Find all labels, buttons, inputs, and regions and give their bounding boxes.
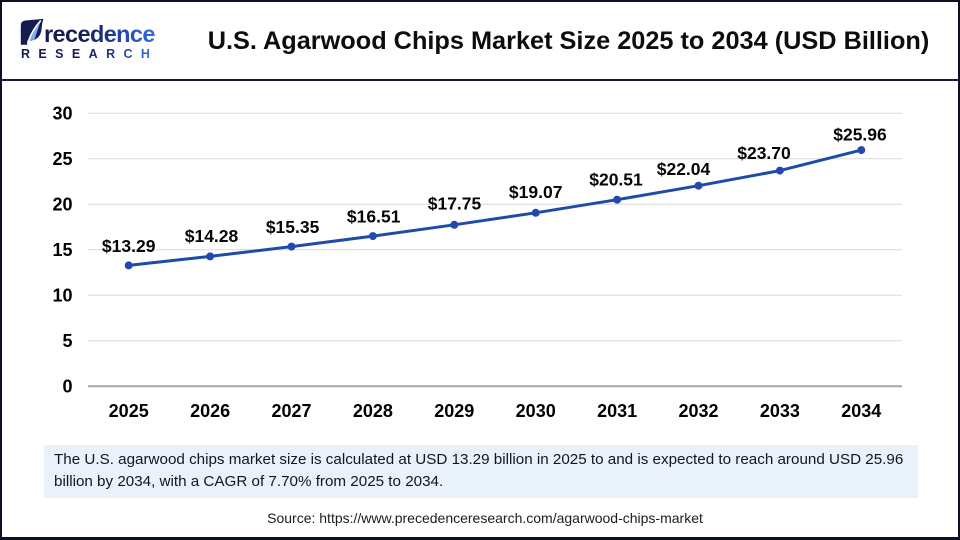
svg-text:0: 0 [62,377,72,397]
svg-text:2027: 2027 [271,401,311,421]
svg-text:2028: 2028 [353,401,393,421]
svg-text:$16.51: $16.51 [347,207,401,227]
svg-text:$17.75: $17.75 [428,194,482,214]
svg-text:5: 5 [62,331,72,351]
svg-text:20: 20 [52,195,72,215]
svg-text:2029: 2029 [434,401,474,421]
svg-text:$20.51: $20.51 [589,170,643,190]
svg-text:2031: 2031 [597,401,637,421]
svg-text:$22.04: $22.04 [657,159,711,179]
svg-text:2034: 2034 [841,401,881,421]
svg-text:$15.35: $15.35 [266,217,320,237]
svg-text:$23.70: $23.70 [737,143,791,163]
svg-text:$13.29: $13.29 [102,236,156,256]
svg-text:$19.07: $19.07 [509,182,563,202]
svg-text:2030: 2030 [516,401,556,421]
svg-text:15: 15 [52,240,72,260]
svg-text:10: 10 [52,286,72,306]
svg-text:2032: 2032 [678,401,718,421]
svg-text:2033: 2033 [760,401,800,421]
svg-text:25: 25 [52,149,72,169]
svg-text:$25.96: $25.96 [833,125,887,145]
svg-text:30: 30 [52,104,72,124]
svg-text:2026: 2026 [190,401,230,421]
svg-text:$14.28: $14.28 [185,226,239,246]
svg-text:2025: 2025 [109,401,149,421]
